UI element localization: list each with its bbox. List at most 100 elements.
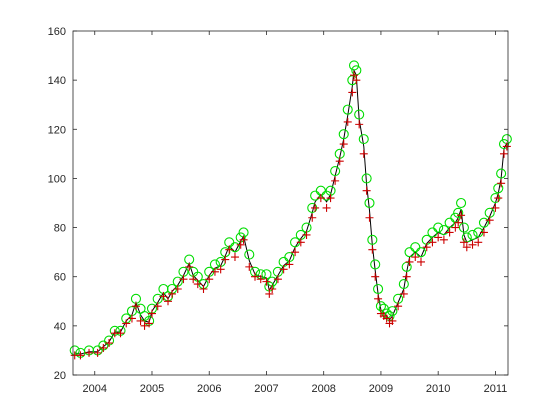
plus-marker [179, 275, 188, 284]
y-tick-label: 100 [48, 173, 66, 185]
x-axis: 2004 2005 2006 2007 2008 2009 2010 2011 [83, 31, 508, 395]
plus-marker [316, 194, 325, 203]
y-axis: 20 40 60 80 100 120 140 160 [48, 26, 508, 382]
x-tick-label: 2005 [140, 383, 164, 395]
x-tick-label: 2007 [254, 383, 278, 395]
plus-marker [352, 76, 361, 85]
circle-marker [398, 279, 409, 290]
plus-marker [210, 267, 219, 276]
plus-marker [371, 272, 380, 281]
plus-marker [468, 240, 477, 249]
circle-marker [367, 234, 378, 245]
plus-marker [145, 319, 154, 328]
plus-marker [311, 203, 320, 212]
plus-marker [205, 275, 214, 284]
plus-marker [457, 211, 466, 220]
plus-marker [417, 257, 425, 266]
plus-marker [439, 235, 448, 244]
y-tick-label: 20 [54, 370, 66, 382]
plus-marker [173, 285, 182, 293]
plus-marker [497, 179, 506, 188]
plus-marker [454, 218, 463, 227]
circle-marker [342, 104, 353, 115]
plus-marker [335, 157, 344, 166]
plus-marker [268, 285, 277, 293]
plus-marker [434, 233, 443, 242]
circle-marker [453, 207, 464, 218]
plus-marker [326, 194, 335, 203]
plus-marker [374, 294, 383, 303]
y-tick-label: 140 [48, 75, 66, 87]
plus-marker [85, 348, 94, 357]
circle-marker [338, 129, 349, 140]
plus-marker [382, 314, 391, 323]
circle-marker [354, 109, 365, 120]
plus-marker [193, 280, 202, 289]
plus-marker [296, 238, 305, 247]
x-tick-label: 2010 [426, 383, 450, 395]
plus-marker [185, 262, 194, 271]
plus-marker [355, 120, 364, 129]
circle-marker [330, 166, 341, 177]
plus-marker [479, 228, 488, 237]
plus-marker [273, 275, 282, 284]
circle-marker [373, 283, 384, 295]
plus-marker [262, 277, 271, 286]
plus-marker [256, 275, 265, 284]
axes-box [72, 30, 509, 376]
plus-marker [502, 142, 511, 151]
plus-marker [451, 223, 460, 232]
plus-marker [474, 238, 483, 247]
circle-marker [438, 224, 449, 236]
plus-marker [499, 149, 508, 158]
x-tick-label: 2011 [484, 383, 508, 395]
y-tick-label: 40 [54, 321, 66, 333]
plus-marker [168, 289, 177, 298]
plus-marker [485, 216, 494, 225]
circle-marker [427, 227, 438, 238]
plus-marker [368, 245, 377, 254]
circle-marker [361, 173, 372, 184]
circle-marker [370, 259, 381, 270]
plus-marker [93, 348, 102, 357]
plus-marker [428, 238, 437, 247]
circle-marker [229, 242, 241, 253]
plus-marker [245, 262, 254, 271]
plus-marker [189, 275, 198, 284]
plus-marker [291, 248, 300, 257]
plus-marker [147, 309, 156, 318]
plus-marker [153, 302, 162, 311]
plus-marker [422, 243, 431, 252]
plus-marker [459, 238, 468, 247]
plus-marker [445, 228, 454, 237]
y-tick-label: 160 [48, 26, 66, 38]
plus-marker [199, 285, 208, 293]
plus-marker [405, 257, 414, 266]
plus-marker [491, 203, 500, 212]
circle-marker [478, 217, 490, 228]
circle-marker [415, 247, 427, 258]
plus-marker [302, 230, 311, 239]
circle-marker [364, 197, 375, 209]
plus-marker [230, 253, 239, 262]
circle-marker [348, 60, 360, 71]
y-tick-label: 60 [54, 272, 66, 284]
circle-marker [404, 247, 415, 258]
circle-marker [410, 242, 421, 253]
circle-marker [496, 168, 507, 179]
y-tick-label: 80 [54, 223, 66, 235]
plus-marker [239, 235, 248, 244]
circle-marker [244, 249, 255, 260]
plus-marker [225, 245, 234, 254]
circle-marker [456, 197, 467, 209]
circle-marker [433, 222, 444, 233]
plus-marker [76, 351, 85, 360]
x-tick-label: 2004 [83, 383, 107, 395]
circle-marker [458, 222, 469, 233]
plus-marker [279, 265, 288, 274]
plus-marker [339, 140, 348, 149]
plus-marker [348, 88, 357, 97]
circle-marker [358, 134, 369, 145]
plus-marker [216, 265, 225, 274]
